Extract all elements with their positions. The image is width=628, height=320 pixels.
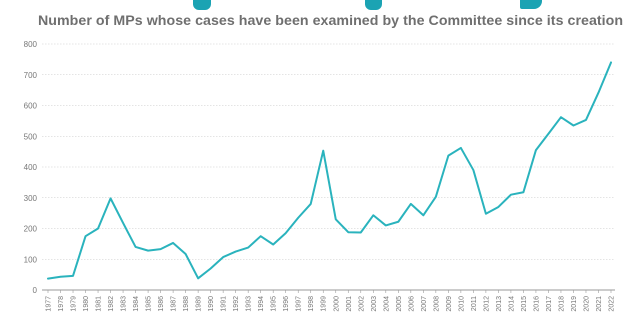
y-tick-label: 100 bbox=[24, 255, 38, 264]
x-axis: 1977 1978 1979 1980 1981 1982 1983 1984 1985 1986… bbox=[46, 290, 616, 312]
x-tick-label: 2021 bbox=[596, 296, 603, 312]
x-tick-label: 2012 bbox=[483, 296, 490, 312]
x-tick-label: 1981 bbox=[96, 296, 103, 312]
x-tick-label: 2003 bbox=[371, 296, 378, 312]
y-tick-label: 600 bbox=[24, 102, 38, 111]
x-tick-label: 1986 bbox=[158, 296, 165, 312]
x-tick-label: 2015 bbox=[521, 296, 528, 312]
x-tick-label: 2002 bbox=[358, 296, 365, 312]
x-tick-label: 2004 bbox=[383, 296, 390, 312]
series-group bbox=[47, 61, 612, 280]
y-tick-label: 200 bbox=[24, 225, 38, 234]
x-tick-label: 2018 bbox=[558, 296, 565, 312]
y-tick-label: 700 bbox=[24, 71, 38, 80]
x-tick-label: 1997 bbox=[296, 296, 303, 312]
decorative-brush-stroke bbox=[193, 0, 211, 10]
x-tick-label: 2013 bbox=[496, 296, 503, 312]
y-tick-label: 0 bbox=[33, 286, 38, 295]
x-tick-label: 1987 bbox=[171, 296, 178, 312]
x-tick-label: 1995 bbox=[271, 296, 278, 312]
x-tick-label: 2022 bbox=[609, 296, 616, 312]
x-tick-label: 2019 bbox=[571, 296, 578, 312]
x-tick-label: 1977 bbox=[46, 296, 53, 312]
x-tick-label: 2007 bbox=[421, 296, 428, 312]
x-tick-label: 1990 bbox=[208, 296, 215, 312]
y-tick-label: 800 bbox=[24, 40, 38, 49]
x-tick-label: 2011 bbox=[471, 296, 478, 311]
x-tick-label: 1998 bbox=[308, 296, 315, 312]
x-tick-label: 2016 bbox=[533, 296, 540, 312]
y-axis: 0 100 200 300 400 500 600 700 800 bbox=[24, 40, 38, 295]
x-tick-label: 1988 bbox=[183, 296, 190, 312]
x-tick-label: 1996 bbox=[283, 296, 290, 312]
decorative-brush-stroke bbox=[365, 0, 382, 10]
x-tick-label: 1992 bbox=[233, 296, 240, 312]
x-tick-label: 2008 bbox=[433, 296, 440, 312]
chart-title: Number of MPs whose cases have been exam… bbox=[38, 13, 624, 29]
series-line bbox=[47, 61, 612, 280]
x-tick-label: 1982 bbox=[108, 296, 115, 312]
x-tick-label: 2010 bbox=[458, 296, 465, 312]
y-tick-label: 300 bbox=[24, 194, 38, 203]
x-tick-label: 2000 bbox=[333, 296, 340, 312]
x-tick-label: 1985 bbox=[146, 296, 153, 312]
x-tick-label: 1989 bbox=[196, 296, 203, 312]
x-tick-label: 1980 bbox=[83, 296, 90, 312]
x-tick-label: 2014 bbox=[508, 296, 515, 312]
x-tick-label: 2020 bbox=[583, 296, 590, 312]
decorative-brush-stroke bbox=[520, 0, 542, 9]
x-tick-label: 1991 bbox=[221, 296, 228, 312]
x-tick-label: 2005 bbox=[396, 296, 403, 312]
gridlines bbox=[42, 43, 615, 291]
x-tick-label: 1999 bbox=[321, 296, 328, 312]
x-tick-label: 1983 bbox=[121, 296, 128, 312]
x-tick-label: 1984 bbox=[133, 296, 140, 312]
x-tick-label: 1979 bbox=[71, 296, 78, 312]
x-tick-label: 2001 bbox=[346, 296, 353, 312]
x-tick-label: 1978 bbox=[58, 296, 65, 312]
x-tick-label: 2006 bbox=[408, 296, 415, 312]
x-tick-label: 2009 bbox=[446, 296, 453, 312]
x-tick-label: 1993 bbox=[246, 296, 253, 312]
y-tick-label: 500 bbox=[24, 132, 38, 141]
y-tick-label: 400 bbox=[24, 163, 38, 172]
x-tick-label: 1994 bbox=[258, 296, 265, 312]
x-tick-label: 2017 bbox=[546, 296, 553, 312]
